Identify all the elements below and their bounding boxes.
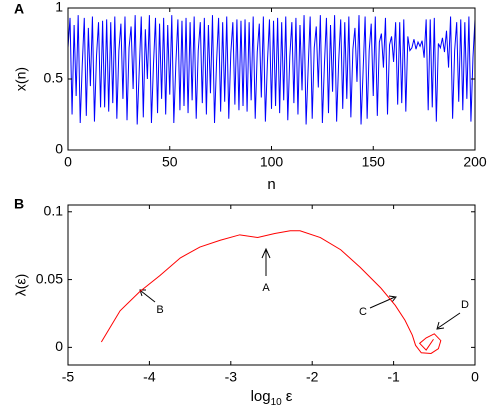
x-axis-label: log10 ε (251, 388, 293, 408)
arrow (140, 290, 156, 303)
y-axis-label: x(n) (13, 67, 29, 91)
x-tick-label: 150 (362, 154, 386, 170)
x-label-part: ε (286, 388, 293, 405)
arrow (437, 312, 461, 329)
arrowhead (436, 321, 445, 330)
y-tick-label: 0 (55, 141, 63, 157)
y-tick-label: 0.05 (36, 270, 63, 286)
x-tick-label: 100 (260, 154, 284, 170)
annotation: D (461, 299, 469, 311)
x-tick-label: -5 (62, 369, 75, 385)
x-label-part: 10 (271, 397, 283, 408)
axes-frame (67, 7, 476, 151)
y-tick-label: 0.1 (44, 202, 64, 218)
axes-frame (67, 204, 476, 366)
y-tick-label: 1 (55, 0, 63, 15)
x-tick-label: 200 (463, 154, 487, 170)
data-line (67, 15, 476, 125)
annotation: A (262, 282, 270, 294)
arrow (369, 296, 396, 309)
arrowhead (139, 289, 146, 297)
arrowhead (261, 247, 271, 259)
arrowhead (388, 295, 397, 303)
y-axis-label: λ(ε) (13, 274, 29, 297)
panel-label: A (14, 1, 24, 17)
x-tick-label: 0 (471, 369, 479, 385)
panel-label: B (14, 196, 24, 212)
x-tick-label: -3 (225, 369, 238, 385)
x-tick-label: -4 (143, 369, 156, 385)
x-tick-label: 0 (64, 154, 72, 170)
x-tick-label: -1 (387, 369, 400, 385)
annotation: C (359, 306, 367, 318)
data-line (100, 230, 442, 354)
y-tick-label: 0.5 (44, 70, 64, 86)
y-tick-label: 0 (55, 338, 63, 354)
annotation: B (156, 304, 163, 316)
x-tick-label: 50 (162, 154, 178, 170)
x-tick-label: -2 (306, 369, 319, 385)
x-label-part: log (251, 388, 271, 405)
x-axis-label: n (267, 176, 275, 193)
